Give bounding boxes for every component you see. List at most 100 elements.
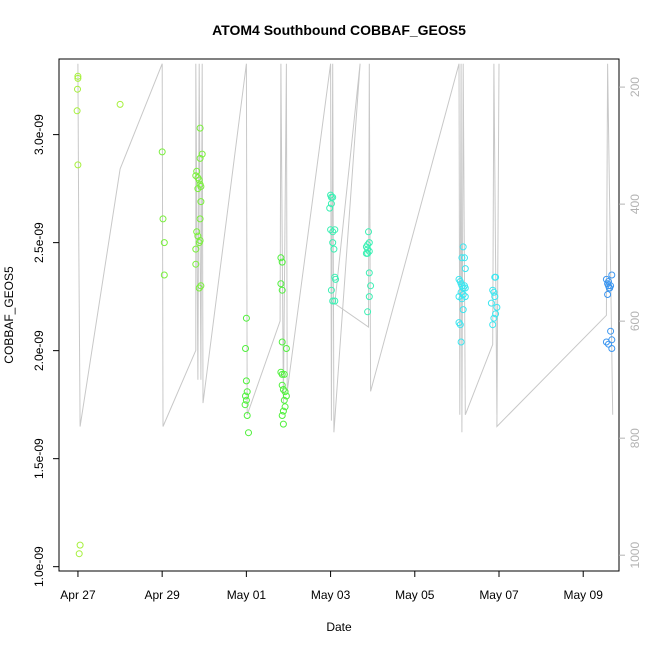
data-point (278, 381, 286, 389)
y-tick-label: 2.5e-09 (32, 222, 46, 263)
data-point (327, 226, 335, 234)
data-point (490, 288, 498, 296)
data-point (608, 271, 616, 279)
data-point (74, 74, 82, 82)
data-point (242, 396, 250, 404)
y-tick-label: 3.0e-09 (32, 114, 46, 155)
y-axis-label: COBBAF_GEOS5 (2, 266, 16, 364)
data-point (198, 150, 206, 158)
data-point (367, 282, 375, 290)
data-point (458, 254, 466, 262)
x-axis: Apr 27 Apr 29 May 01 May 03 May 05 May 07 May … (60, 571, 603, 602)
data-point (278, 286, 286, 294)
data-point (160, 239, 168, 247)
data-point (332, 275, 340, 283)
data-point (116, 100, 124, 108)
y-tick-label: 1.5e-09 (32, 438, 46, 479)
data-point (282, 345, 290, 352)
data-point (160, 271, 168, 279)
data-point (75, 550, 83, 558)
data-point (602, 338, 610, 346)
data-points (73, 72, 616, 558)
data-point (329, 297, 337, 305)
data-point (606, 284, 614, 292)
x-tick-label: May 01 (227, 588, 267, 602)
data-point (364, 308, 372, 316)
y2-tick-label: 200 (628, 77, 642, 97)
data-point (193, 228, 201, 236)
data-point (326, 204, 334, 212)
data-point (279, 386, 287, 393)
data-point (457, 338, 465, 346)
y2-tick-label: 800 (628, 428, 642, 448)
plot-frame (58, 58, 620, 572)
data-point (278, 258, 286, 266)
x-tick-label: May 05 (395, 588, 435, 602)
data-point (492, 273, 500, 281)
data-point (278, 338, 286, 346)
data-point (192, 245, 200, 253)
data-point (461, 265, 469, 273)
data-point (365, 228, 372, 236)
data-point (197, 198, 205, 206)
data-point (456, 321, 464, 329)
x-tick-label: Apr 27 (60, 588, 96, 602)
data-point (278, 370, 286, 378)
data-point (159, 215, 167, 223)
data-point (277, 254, 285, 262)
data-point (458, 295, 466, 303)
y-axis: 1.0e-09 1.5e-09 2.0e-09 2.5e-09 3.0e-09 (32, 114, 59, 587)
data-point (461, 284, 469, 292)
data-point (242, 377, 250, 385)
data-point (364, 245, 372, 253)
data-point (197, 282, 205, 290)
data-point (279, 407, 287, 415)
data-point (487, 299, 495, 307)
data-point (277, 280, 285, 288)
y-tick-label: 2.0e-09 (32, 330, 46, 371)
data-point (76, 541, 84, 549)
data-point (282, 392, 290, 400)
data-point (365, 293, 373, 301)
data-point (74, 72, 82, 80)
data-point (242, 345, 249, 352)
data-point (278, 412, 286, 419)
data-point (330, 245, 338, 253)
data-point (364, 249, 372, 257)
data-point (74, 85, 81, 93)
data-point (329, 239, 337, 247)
data-point (74, 161, 82, 169)
data-point (196, 154, 204, 162)
y2-tick-label: 1000 (628, 542, 642, 569)
data-point (195, 176, 203, 184)
pressure-trace-line (77, 63, 614, 433)
data-point (192, 172, 200, 180)
data-point (158, 148, 166, 156)
data-point (605, 278, 612, 285)
x-tick-label: Apr 29 (144, 588, 180, 602)
data-point (327, 286, 335, 294)
data-point (195, 284, 203, 292)
data-point (329, 228, 337, 236)
data-point (493, 303, 501, 311)
y2-axis: 200 400 600 800 1000 (619, 77, 642, 569)
data-point (281, 388, 289, 396)
data-point (459, 243, 467, 251)
x-tick-label: May 03 (311, 588, 351, 602)
data-point (281, 403, 289, 411)
data-point (196, 124, 204, 132)
data-point (329, 193, 337, 201)
data-point (608, 345, 616, 352)
y2-tick-label: 600 (628, 311, 642, 331)
data-point (459, 291, 467, 298)
data-point (365, 269, 373, 277)
data-point (196, 215, 204, 223)
data-point (602, 275, 610, 283)
data-point (331, 226, 339, 234)
data-point (331, 297, 339, 305)
data-point (607, 327, 615, 335)
data-point (280, 370, 288, 378)
data-point (327, 200, 335, 208)
data-point (243, 412, 251, 419)
